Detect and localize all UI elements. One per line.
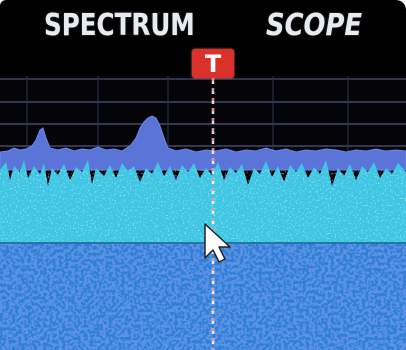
tune-marker-label: T: [204, 49, 222, 78]
title-spectrum: SPECTRUM: [44, 8, 195, 43]
band-texture: [0, 170, 406, 244]
title-scope: SCOPE: [266, 8, 362, 43]
spectrum-trace: [0, 115, 406, 171]
tune-marker-badge[interactable]: T: [192, 49, 234, 78]
mouse-pointer-icon: [204, 223, 231, 263]
waterfall: [0, 244, 406, 350]
